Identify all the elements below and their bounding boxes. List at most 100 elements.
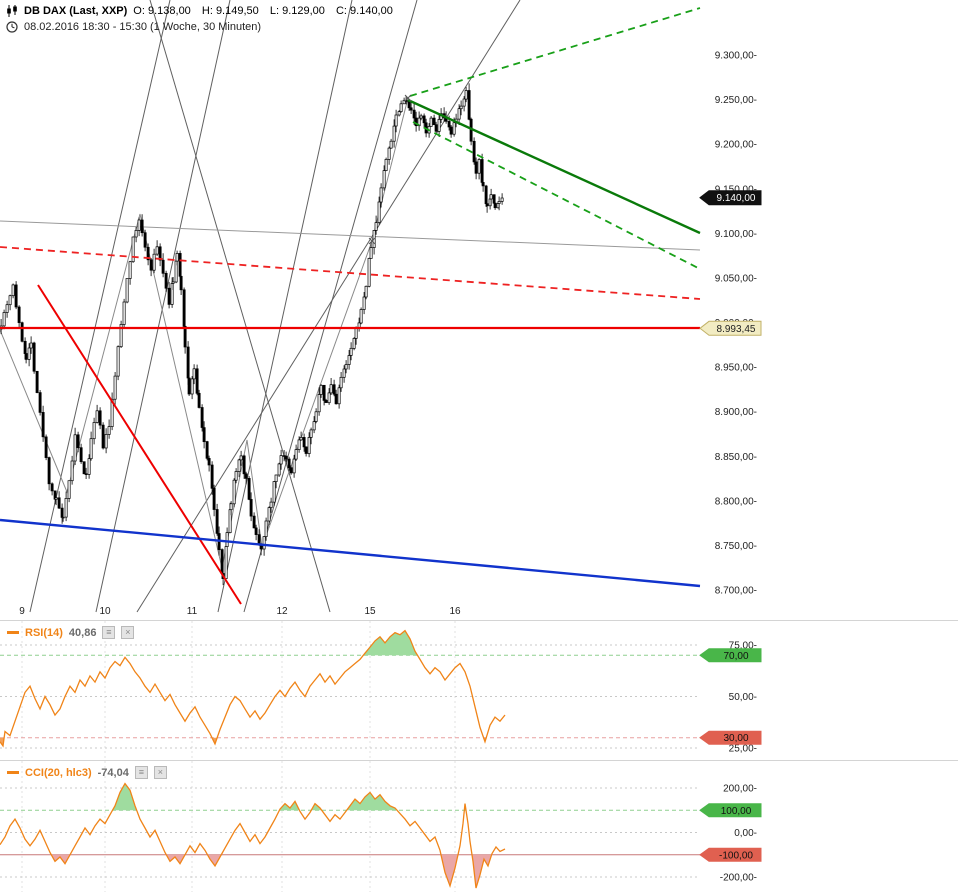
zigzag-line[interactable] [0, 97, 409, 569]
rsi-value: 40,86 [68, 626, 97, 639]
price-axis-label: 9.150,00- [715, 184, 757, 195]
resistance-red-dashed[interactable] [0, 246, 701, 300]
ohlc-open-value: 9.138,00 [147, 4, 191, 17]
value-axis-label: 25,00- [729, 744, 757, 755]
price-marker-last-price: 9.140,00 [699, 190, 762, 206]
trend-lines-under [0, 0, 701, 613]
time-axis-label: 16 [449, 606, 461, 617]
price-axis-label: 8.800,00- [715, 496, 757, 507]
price-axis-label: 8.900,00- [715, 407, 757, 418]
cci-settings-button[interactable]: ≡ [134, 766, 148, 779]
ohlc-low-label: L: [269, 4, 280, 17]
ohlc-high: H: 9.149,50 [202, 5, 259, 17]
horizontal-gray[interactable] [0, 220, 701, 251]
uptrend-gray[interactable] [136, 0, 521, 613]
value-axis: 200,00- 0,00- -200,00- [720, 784, 757, 884]
level-lines [0, 644, 700, 749]
ohlc-open-label: O: [133, 4, 145, 17]
price-axis-label: 8.850,00- [715, 452, 757, 463]
rsi-title: RSI(14) [25, 626, 63, 639]
rsi-legend-swatch [7, 631, 19, 634]
level-marker-label: -100,00 [719, 850, 753, 861]
level-marker-label: 70,00 [723, 651, 748, 662]
price-marker-label: 8.993,45 [717, 324, 756, 335]
candlestick-icon [5, 5, 18, 18]
timeframe-label: 08.02.2016 18:30 - 15:30 (1 Woche, 30 Mi… [24, 20, 262, 33]
instrument-title: DB DAX (Last, XXP) [24, 4, 128, 17]
rsi-level-marker: 70,00 [699, 648, 762, 663]
price-marker-label: 9.140,00 [717, 193, 756, 204]
pivot-crosses [368, 94, 412, 245]
cci-canvas[interactable]: 200,00- 0,00- -200,00- 100,00 -100,00 [0, 761, 958, 892]
value-axis-label: 75,00- [729, 641, 757, 652]
price-marker-support-price: 8.993,45 [699, 320, 762, 336]
channel-green-upper-dashed[interactable] [409, 7, 701, 97]
ohlc-high-value: 9.149,50 [215, 4, 259, 17]
price-axis-label: 9.300,00- [715, 51, 757, 62]
fan-line-4[interactable] [243, 0, 418, 613]
ohlc-open: O: 9.138,00 [133, 5, 191, 17]
timeframe-row: 08.02.2016 18:30 - 15:30 (1 Woche, 30 Mi… [5, 19, 401, 35]
ohlc-close-label: C: [335, 4, 347, 17]
channel-green-lower-dashed[interactable] [412, 121, 701, 270]
day-gridlines [21, 761, 456, 892]
ohlc-low: L: 9.129,00 [270, 5, 325, 17]
main-chart-panel: 9.300,00- 9.250,00- 9.200,00- 9.150,00- 9.10… [0, 0, 958, 620]
price-axis-label: 9.100,00- [715, 229, 757, 240]
rsi-settings-button[interactable]: ≡ [102, 626, 116, 639]
ohlc-high-label: H: [201, 4, 213, 17]
fan-line-2[interactable] [95, 0, 231, 613]
cci-level-marker: -100,00 [699, 847, 762, 862]
ohlc-low-value: 9.129,00 [282, 4, 325, 17]
value-axis-label: 50,00- [729, 692, 757, 703]
price-axis-label: 8.750,00- [715, 541, 757, 552]
downtrend-blue[interactable] [0, 518, 701, 588]
fan-line-1[interactable] [29, 0, 171, 613]
cci-legend-swatch [7, 771, 19, 774]
cci-legend: CCI(20, hlc3) -74,04 ≡ × [7, 766, 167, 779]
rsi-legend: RSI(14) 40,86 ≡ × [7, 626, 135, 639]
level-marker-label: 100,00 [721, 806, 752, 817]
value-axis: 75,00- 50,00- 25,00- [729, 641, 757, 755]
cci-level-marker: 100,00 [699, 803, 762, 818]
downtrend-red[interactable] [37, 284, 242, 605]
rsi-line [0, 629, 506, 748]
price-axis-label: 8.700,00- [715, 586, 757, 597]
price-axis-label: 9.250,00- [715, 95, 757, 106]
candlestick-series [0, 83, 504, 586]
value-axis-label: 200,00- [723, 784, 757, 795]
clock-icon [5, 21, 18, 34]
rsi-panel: 75,00- 50,00- 25,00- 70,00 30,00 RSI(14) 40,… [0, 620, 958, 760]
rsi-level-marker: 30,00 [699, 730, 762, 745]
time-axis-label: 9 [19, 606, 25, 617]
downtrend-gray[interactable] [149, 0, 331, 613]
rsi-close-button[interactable]: × [121, 626, 135, 639]
cci-value: -74,04 [97, 766, 129, 779]
time-axis-label: 11 [187, 606, 198, 617]
time-axis-label: 12 [276, 606, 288, 617]
cci-line [0, 782, 506, 889]
channel-green-median[interactable] [407, 98, 701, 235]
cci-title: CCI(20, hlc3) [25, 766, 92, 779]
price-axis-label: 8.950,00- [715, 363, 757, 374]
price-axis-label: 9.200,00- [715, 140, 757, 151]
time-axis: 9 10 11 12 15 16 [19, 606, 461, 617]
value-axis-label: 0,00- [734, 828, 757, 839]
rsi-canvas[interactable]: 75,00- 50,00- 25,00- 70,00 30,00 [0, 621, 958, 760]
cci-close-button[interactable]: × [153, 766, 167, 779]
ohlc-values: O: 9.138,00 H: 9.149,50 L: 9.129,00 C: 9… [133, 4, 401, 19]
time-axis-label: 10 [99, 606, 111, 617]
level-marker-label: 30,00 [723, 733, 748, 744]
ohlc-close: C: 9.140,00 [336, 5, 393, 17]
time-axis-label: 15 [364, 606, 376, 617]
main-chart-canvas[interactable]: 9.300,00- 9.250,00- 9.200,00- 9.150,00- 9.10… [0, 0, 958, 620]
value-axis-label: -200,00- [720, 873, 757, 884]
day-gridlines [21, 621, 456, 760]
chart-header: DB DAX (Last, XXP) O: 9.138,00 H: 9.149,… [5, 3, 401, 35]
fan-line-3[interactable] [217, 0, 353, 613]
price-axis-label: 9.050,00- [715, 273, 757, 284]
ohlc-close-value: 9.140,00 [350, 4, 393, 17]
trend-lines-over [0, 7, 701, 605]
cci-panel: 200,00- 0,00- -200,00- 100,00 -100,00 CCI(20… [0, 760, 958, 892]
